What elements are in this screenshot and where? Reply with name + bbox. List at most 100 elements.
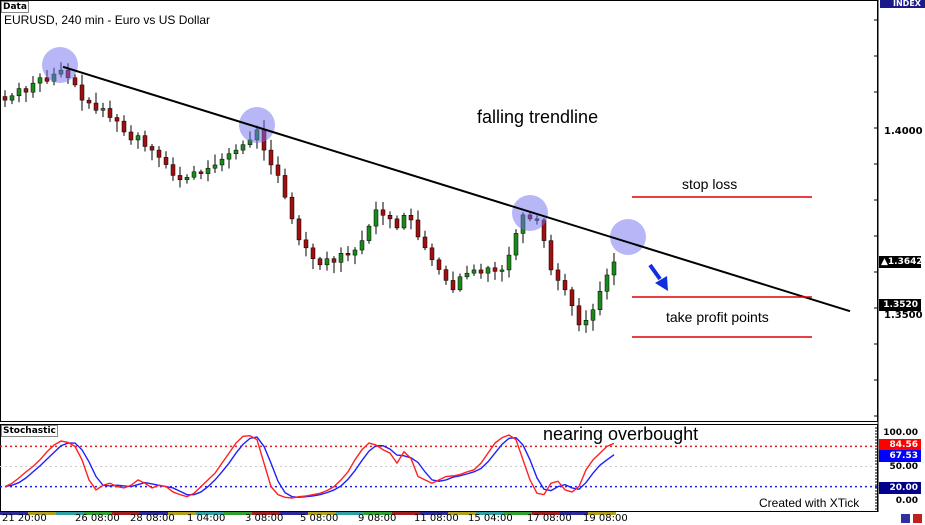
candle-body [485,267,491,274]
last-price-value: 1.3642 [887,257,923,267]
candle-body [555,269,561,281]
annotation-take-profit: take profit points [666,309,769,325]
time-strip-segment [56,512,84,515]
candle-body [548,240,554,271]
time-strip-segment [476,512,504,515]
candle-body [331,258,337,263]
highlight-circle [610,219,646,255]
stoch-k-value: 84.56 [879,439,921,451]
candle-body [121,120,127,133]
time-strip-segment [392,512,420,515]
candle-body [240,144,246,151]
candle-body [30,82,36,93]
candle-body [422,236,428,249]
candle-body [37,77,43,84]
up-arrow-icon: ▲ [881,257,888,267]
stochastic-lines [0,434,878,499]
candle-body [205,167,211,174]
time-tick: 5 08:00 [300,513,339,524]
candle-body [303,239,309,249]
candle-body [352,249,358,256]
candle-body [79,84,85,101]
candle-body [415,219,421,238]
time-strip-segment [532,512,560,515]
candle-body [611,261,617,276]
candle-body [394,218,400,229]
candle-body [478,269,484,274]
time-strip-segment [28,512,56,515]
candle-body [289,196,295,220]
candle-body [338,253,344,263]
stoch-k-line [4,434,615,499]
stochastic-tag: Stochastic [1,425,58,437]
candle-body [233,149,239,154]
candle-body [128,131,134,141]
time-tick: 21 20:00 [2,513,47,524]
candle-body [401,215,407,229]
price-tick-1-4000: 1.4000 [884,126,923,137]
candle-body [282,175,288,198]
candle-body [226,153,232,160]
candle-body [380,209,386,216]
candle-body [100,108,106,111]
candle-body [275,164,281,176]
time-tick: 28 08:00 [130,513,175,524]
index-bar [880,0,925,8]
candle-body [198,171,204,174]
candle-body [268,149,274,166]
time-strip-segment [364,512,392,515]
candle-body [366,225,372,241]
candle-body [604,274,610,292]
highlight-circle [512,195,548,231]
time-strip-segment [308,512,336,515]
last-price-marker: ▲ 1.3642 [879,256,923,268]
candle-body [387,215,393,220]
candle-body [44,77,50,82]
candle-body [296,218,302,241]
candle-body [359,240,365,251]
candle-body [513,233,519,256]
candle-body [562,280,568,291]
candle-body [443,269,449,281]
candle-body [219,158,225,166]
candle-body [156,149,162,158]
time-tick: 15 04:00 [468,513,513,524]
candle-body [429,247,435,261]
arrow-head-icon [655,276,668,291]
candle-body [107,108,113,118]
price-tick-1-3500: 1.3500 [884,310,923,321]
candle-body [9,95,15,101]
candle-body [184,177,190,181]
candle-body [170,164,176,176]
annotation-stop-loss: stop loss [682,176,738,192]
scroll-left-button[interactable] [900,513,911,524]
candle-body [114,117,120,122]
time-strip-segment [84,512,112,515]
candle-body [576,305,582,326]
time-strip-segment [224,512,252,515]
credit-text: Created with XTick [759,496,860,510]
time-strip-segment [560,512,588,515]
chart-title: EURUSD, 240 min - Euro vs US Dollar [4,13,211,27]
stoch-tick-50: 50.00 [889,462,918,472]
candle-body [408,215,414,221]
scroll-right-button[interactable] [912,513,923,524]
stoch-oversold-label: 20.00 [879,482,921,494]
stoch-d-value: 67.53 [879,450,921,462]
time-color-strip [0,512,616,515]
candle-body [569,289,575,307]
candle-body [149,146,155,151]
candle-body [317,258,323,266]
time-tick: 19 08:00 [583,513,628,524]
candle-body [135,135,141,141]
candle-body [373,209,379,227]
time-tick: 26 08:00 [75,513,120,524]
time-strip-segment [0,512,28,515]
candle-body [2,96,8,101]
candle-body [93,102,99,111]
candle-body [142,135,148,147]
candle-body [163,157,169,165]
time-tick: 11 08:00 [414,513,459,524]
